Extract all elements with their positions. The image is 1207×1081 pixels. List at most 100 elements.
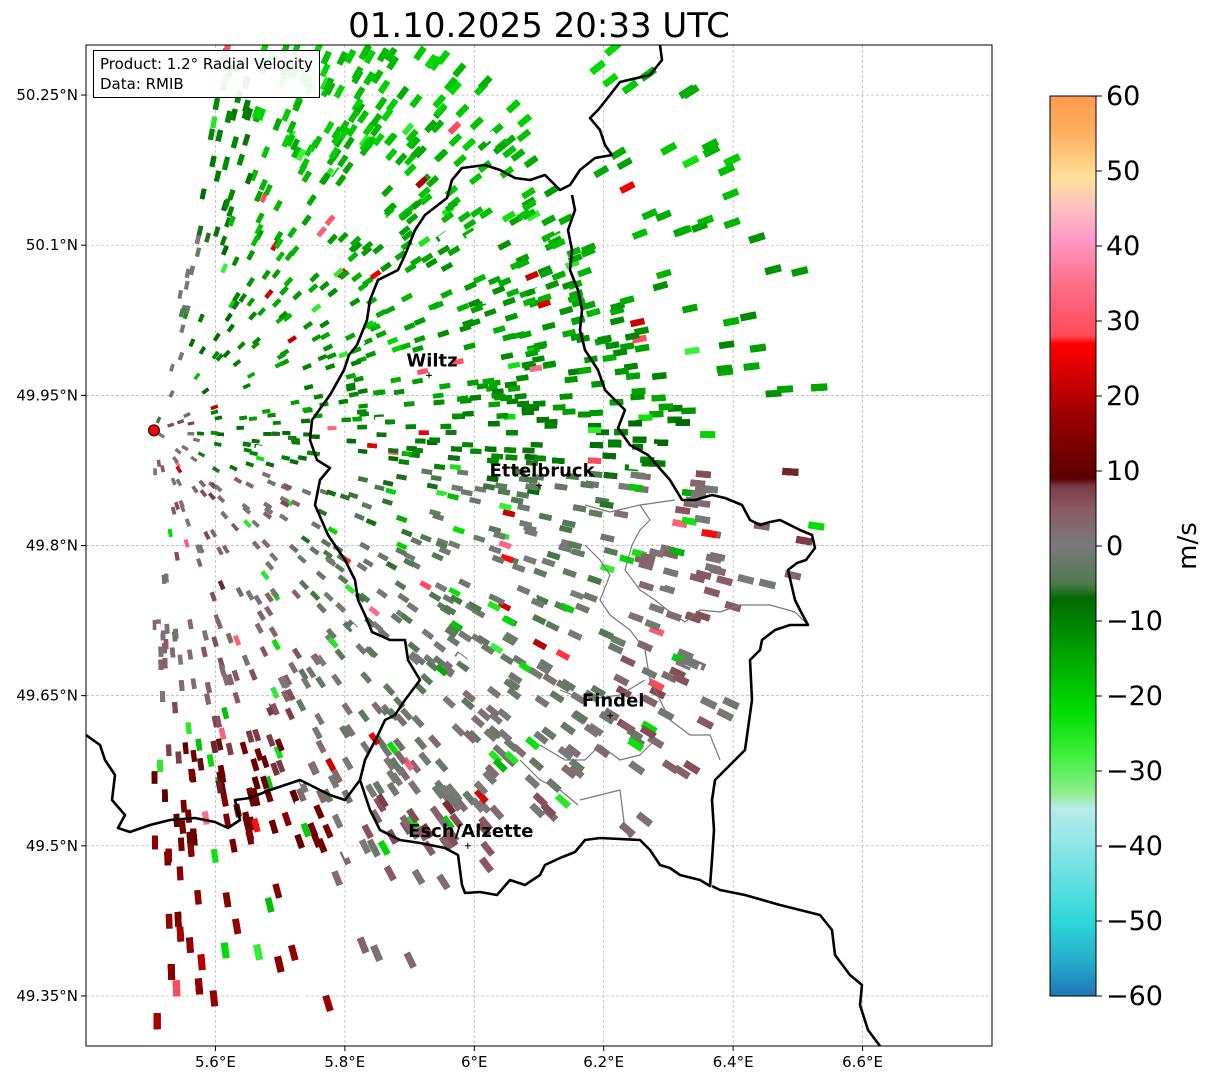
echo-cell xyxy=(210,740,218,754)
echo-cell xyxy=(405,213,419,225)
echo-cell xyxy=(681,407,696,415)
echo-cell xyxy=(694,610,711,622)
echo-cell xyxy=(395,541,408,551)
echo-cell xyxy=(279,495,290,504)
echo-cell xyxy=(176,866,184,881)
echo-cell xyxy=(214,484,223,493)
echo-cell xyxy=(187,421,195,426)
echo-cell xyxy=(628,483,644,492)
echo-cell xyxy=(388,448,399,454)
echo-cell xyxy=(326,352,337,360)
echo-cell xyxy=(348,109,360,124)
echo-cell xyxy=(355,643,367,655)
echo-cell xyxy=(315,676,326,689)
echo-cell xyxy=(347,491,359,499)
echo-cell xyxy=(636,640,654,653)
echo-cell xyxy=(357,448,368,454)
echo-cell xyxy=(479,856,494,874)
echo-cell xyxy=(183,412,191,418)
echo-cell xyxy=(388,212,401,224)
echo-cell xyxy=(497,774,513,790)
echo-cell xyxy=(653,439,669,446)
echo-cell xyxy=(231,300,240,310)
echo-cell xyxy=(290,499,301,508)
echo-cell xyxy=(331,131,343,145)
echo-cell xyxy=(703,586,721,598)
echo-cell xyxy=(335,602,347,613)
echo-cell xyxy=(332,168,344,181)
echo-cell xyxy=(287,335,297,344)
echo-cell xyxy=(301,170,312,183)
echo-cell xyxy=(365,783,378,798)
echo-cell xyxy=(229,108,238,121)
echo-cell xyxy=(537,293,552,303)
echo-cell xyxy=(199,188,207,200)
echo-cell xyxy=(517,400,530,408)
echo-cell xyxy=(641,208,658,221)
echo-cell xyxy=(352,416,362,422)
echo-cell xyxy=(723,153,741,167)
echo-cell xyxy=(542,673,558,686)
echo-cell xyxy=(187,592,194,602)
echo-cell xyxy=(195,544,202,554)
echo-cell xyxy=(311,135,323,149)
echo-cell xyxy=(502,297,516,307)
echo-cell xyxy=(215,618,223,630)
echo-cell xyxy=(639,725,657,740)
echo-cell xyxy=(684,346,700,356)
echo-cell xyxy=(411,377,423,385)
echo-cell xyxy=(272,298,282,308)
echo-cell xyxy=(194,247,202,258)
echo-cell xyxy=(285,688,296,701)
echo-cell xyxy=(215,738,224,751)
echo-cell xyxy=(206,754,215,767)
echo-cell xyxy=(682,155,700,169)
echo-cell xyxy=(296,148,307,162)
echo-cell xyxy=(390,612,403,624)
echo-cell xyxy=(479,207,493,220)
echo-cell xyxy=(561,279,577,290)
echo-cell xyxy=(230,136,239,149)
echo-cell xyxy=(500,352,514,361)
echo-cell xyxy=(587,457,602,465)
echo-cell xyxy=(515,258,530,269)
echo-cell xyxy=(261,269,271,280)
echo-cell xyxy=(377,79,391,94)
echo-cell xyxy=(245,826,255,841)
echo-cell xyxy=(252,336,261,346)
echo-cell xyxy=(621,79,639,95)
echo-cell xyxy=(225,632,234,644)
echo-cell xyxy=(421,468,433,475)
echo-cell xyxy=(343,222,355,234)
echo-cell xyxy=(253,943,263,961)
echo-cell xyxy=(441,912,456,930)
echo-cell xyxy=(486,814,501,830)
echo-cell xyxy=(351,97,364,112)
echo-cell xyxy=(381,498,393,506)
echo-cell xyxy=(314,712,325,726)
echo-cell xyxy=(415,438,426,444)
echo-cell xyxy=(614,367,629,376)
echo-cell xyxy=(737,574,755,585)
echo-cell xyxy=(274,361,284,369)
echo-cell xyxy=(246,297,256,307)
echo-cell xyxy=(514,393,527,400)
echo-cell xyxy=(460,489,473,497)
echo-cell xyxy=(603,707,620,722)
echo-cell xyxy=(791,266,809,277)
echo-cell xyxy=(353,375,364,383)
echo-cell xyxy=(194,889,202,905)
echo-cell xyxy=(683,760,701,775)
echo-cell xyxy=(610,635,627,647)
echo-cell xyxy=(439,382,451,390)
echo-cell xyxy=(291,589,302,600)
echo-cell xyxy=(210,409,219,415)
echo-cell xyxy=(345,385,356,392)
echo-cell xyxy=(430,474,442,482)
echo-cell xyxy=(377,840,391,856)
echo-cell xyxy=(723,317,740,327)
echo-cell xyxy=(349,623,362,635)
echo-cell xyxy=(339,493,351,501)
echo-cell xyxy=(334,563,346,573)
echo-cell xyxy=(231,256,240,267)
